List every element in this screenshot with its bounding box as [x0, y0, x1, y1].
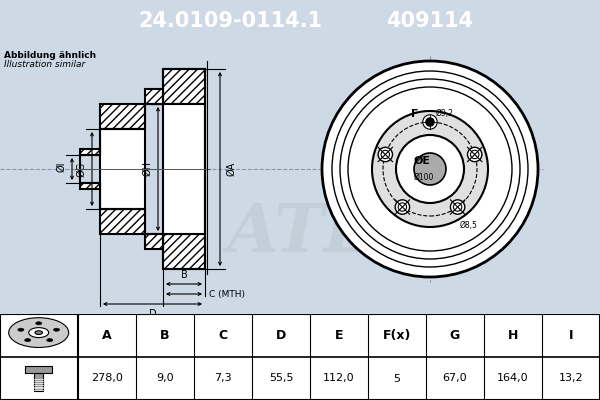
- Text: A: A: [102, 329, 112, 342]
- Bar: [145, 89, 163, 104]
- Text: ØG: ØG: [76, 162, 86, 176]
- Circle shape: [47, 339, 53, 342]
- Text: Ø9,2: Ø9,2: [436, 109, 454, 118]
- Text: ØE: ØE: [413, 156, 431, 166]
- Text: 55,5: 55,5: [269, 374, 293, 384]
- Text: Ø100: Ø100: [414, 172, 434, 182]
- Text: 9,0: 9,0: [156, 374, 174, 384]
- Bar: [100, 209, 145, 234]
- Text: G: G: [450, 329, 460, 342]
- Circle shape: [396, 135, 464, 203]
- Circle shape: [381, 150, 389, 159]
- Circle shape: [53, 328, 59, 331]
- Circle shape: [414, 153, 446, 185]
- Bar: [80, 183, 100, 189]
- Text: 67,0: 67,0: [443, 374, 467, 384]
- Text: C (MTH): C (MTH): [209, 290, 245, 298]
- Text: H: H: [508, 329, 518, 342]
- Circle shape: [395, 200, 410, 214]
- Circle shape: [423, 115, 437, 129]
- Bar: [80, 149, 100, 155]
- Text: 164,0: 164,0: [497, 374, 529, 384]
- Bar: [25, 366, 52, 373]
- Bar: [163, 234, 205, 269]
- Circle shape: [398, 203, 407, 211]
- Bar: [100, 104, 145, 129]
- Circle shape: [454, 203, 462, 211]
- Circle shape: [378, 147, 392, 162]
- Text: D: D: [276, 329, 286, 342]
- Text: 13,2: 13,2: [559, 374, 583, 384]
- Text: B: B: [160, 329, 170, 342]
- Text: 278,0: 278,0: [91, 374, 123, 384]
- Text: Illustration similar: Illustration similar: [4, 60, 85, 69]
- Bar: [163, 104, 205, 234]
- Text: ATE: ATE: [226, 202, 374, 266]
- Text: 5: 5: [394, 374, 401, 384]
- Circle shape: [322, 61, 538, 277]
- Text: D: D: [149, 309, 157, 319]
- Text: C: C: [218, 329, 227, 342]
- Circle shape: [372, 111, 488, 227]
- Circle shape: [470, 150, 479, 159]
- Circle shape: [25, 339, 31, 342]
- Circle shape: [9, 318, 69, 348]
- Bar: [80, 149, 100, 155]
- Circle shape: [451, 200, 465, 214]
- Text: F: F: [410, 109, 418, 119]
- Circle shape: [18, 328, 24, 331]
- Text: 112,0: 112,0: [323, 374, 355, 384]
- Text: 7,3: 7,3: [214, 374, 232, 384]
- Text: ØI: ØI: [56, 162, 66, 172]
- Text: E: E: [335, 329, 343, 342]
- Circle shape: [35, 331, 43, 334]
- Bar: [100, 209, 145, 234]
- Text: Ø8,5: Ø8,5: [460, 221, 478, 230]
- Bar: [34, 373, 43, 392]
- Text: I: I: [569, 329, 573, 342]
- Text: 24.0109-0114.1: 24.0109-0114.1: [138, 11, 322, 31]
- Bar: [163, 234, 205, 269]
- Text: B: B: [181, 270, 187, 280]
- Bar: [145, 234, 163, 249]
- Text: ØH: ØH: [142, 162, 152, 176]
- Bar: [145, 234, 163, 249]
- Bar: [163, 69, 205, 104]
- Circle shape: [29, 328, 49, 338]
- Bar: [163, 69, 205, 104]
- Text: F(x): F(x): [383, 329, 411, 342]
- Text: Abbildung ähnlich: Abbildung ähnlich: [4, 51, 96, 60]
- Text: ØA: ØA: [226, 162, 236, 176]
- Circle shape: [426, 118, 434, 126]
- Circle shape: [467, 147, 482, 162]
- Bar: [145, 89, 163, 104]
- Circle shape: [36, 322, 42, 325]
- Bar: [80, 183, 100, 189]
- Bar: [100, 104, 145, 129]
- Text: 409114: 409114: [386, 11, 473, 31]
- Bar: [100, 129, 145, 209]
